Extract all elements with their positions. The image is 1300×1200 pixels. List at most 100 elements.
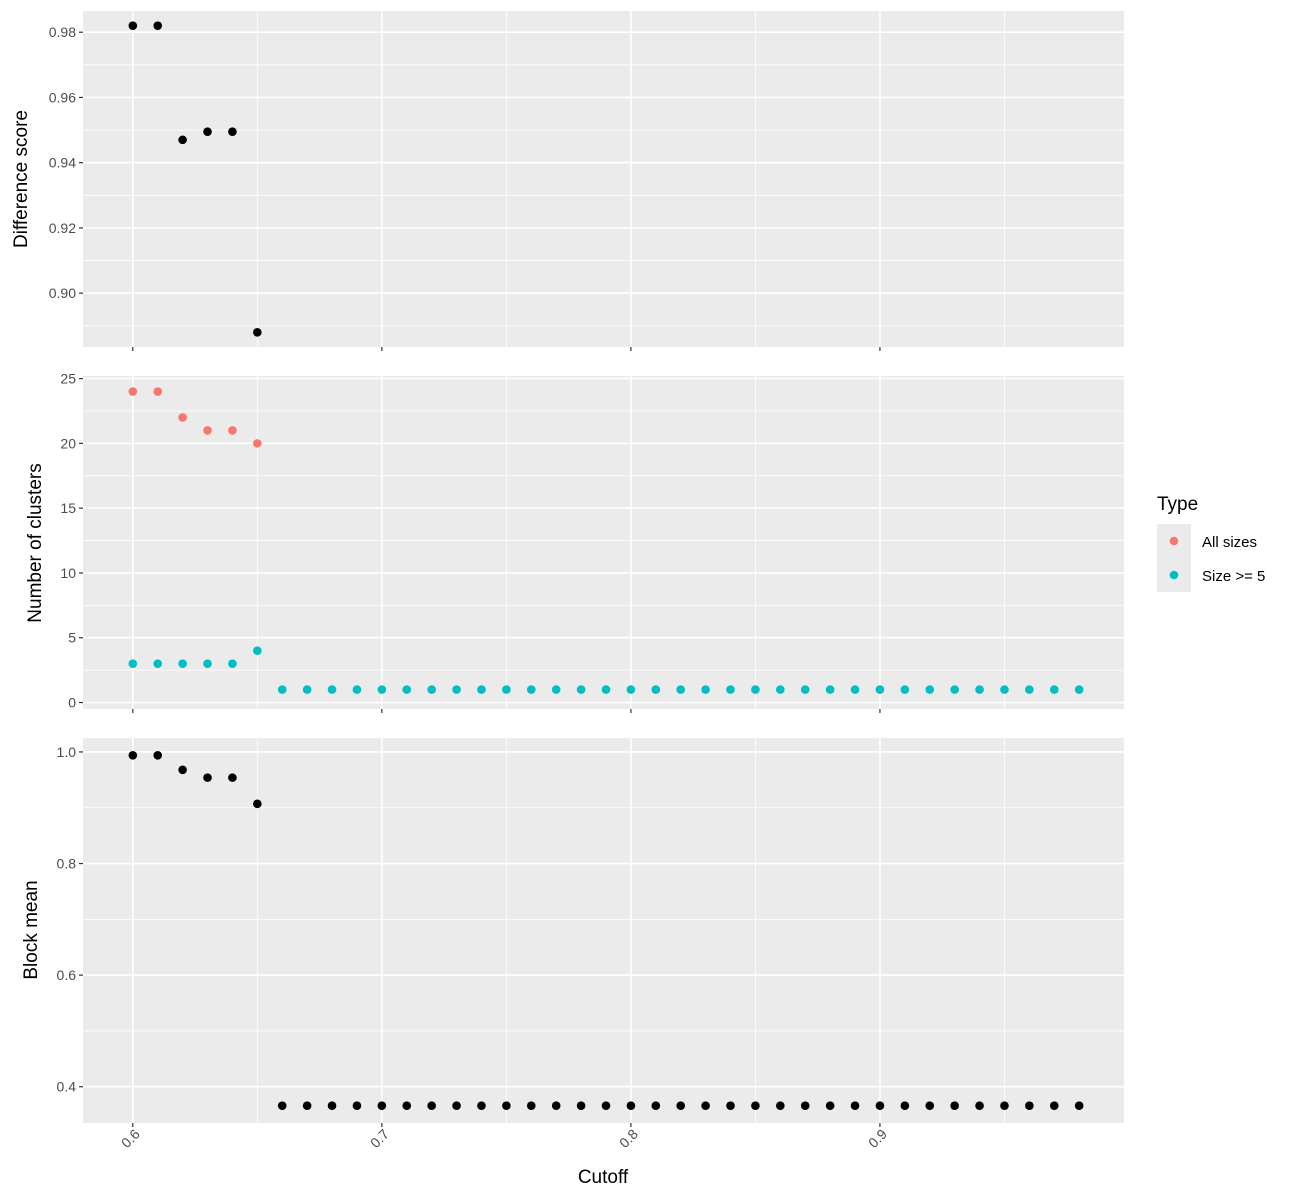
data-point-block-mean (800, 1101, 810, 1111)
data-point-difference-score (253, 328, 262, 337)
number-of-clusters-plot-background (83, 376, 1124, 709)
data-point-size-5 (975, 685, 984, 694)
data-point-all-sizes (228, 426, 237, 435)
data-point-size-5 (950, 685, 959, 694)
difference-score-y-tick-label: 0.90 (49, 285, 76, 301)
data-point-size-5 (825, 685, 835, 694)
data-point-size-5 (800, 685, 810, 694)
data-point-size-5 (925, 685, 935, 694)
data-point-size-5 (228, 659, 237, 668)
block-mean-panel: 0.4 0.6 0.8 1.0 (57, 738, 1124, 1127)
difference-score-panel: 0.90 0.92 0.94 0.96 0.98 (49, 11, 1124, 351)
data-point-size-5 (626, 685, 636, 694)
data-point-size-5 (402, 685, 412, 694)
number-of-clusters-panel: 0 5 10 15 20 25 (60, 371, 1124, 713)
difference-score-plot-background (83, 11, 1124, 347)
data-point-block-mean (975, 1101, 984, 1111)
data-point-block-mean (825, 1101, 835, 1111)
data-point-size-5 (526, 685, 536, 694)
data-point-block-mean (726, 1101, 735, 1111)
data-point-size-5 (452, 685, 461, 694)
data-point-size-5 (377, 685, 387, 694)
data-point-block-mean (277, 1101, 287, 1111)
legend-title: Type (1157, 494, 1198, 515)
data-point-block-mean (900, 1101, 910, 1111)
number-of-clusters-y-tick-label: 10 (60, 565, 76, 581)
data-point-block-mean (427, 1101, 436, 1111)
difference-score-y-tick-label: 0.92 (49, 220, 76, 236)
data-point-block-mean (925, 1101, 935, 1111)
data-point-block-mean (128, 750, 138, 760)
data-point-block-mean (1025, 1101, 1034, 1111)
data-point-block-mean (502, 1101, 511, 1111)
number-of-clusters-y-tick-label: 25 (60, 371, 76, 387)
data-point-block-mean (651, 1101, 661, 1111)
data-point-all-sizes (128, 387, 138, 396)
data-point-block-mean (452, 1101, 461, 1111)
data-point-size-5 (1025, 685, 1034, 694)
data-point-size-5 (900, 685, 910, 694)
data-point-size-5 (203, 659, 212, 668)
data-point-block-mean (776, 1101, 785, 1111)
data-point-block-mean (601, 1101, 611, 1111)
data-point-size-5 (850, 685, 860, 694)
data-point-size-5 (277, 685, 287, 694)
data-point-block-mean (302, 1101, 312, 1111)
number-of-clusters-y-tick-label: 5 (68, 630, 76, 646)
data-point-block-mean (228, 773, 237, 782)
data-point-difference-score (153, 21, 163, 30)
number-of-clusters-y-tick-label: 15 (60, 500, 76, 516)
data-point-size-5 (701, 685, 710, 694)
data-point-block-mean (203, 773, 212, 782)
block-mean-y-tick-label: 1.0 (57, 744, 77, 760)
data-point-block-mean (850, 1101, 860, 1111)
data-point-block-mean (477, 1101, 486, 1111)
data-point-block-mean (1049, 1101, 1059, 1111)
data-point-block-mean (626, 1101, 636, 1111)
data-point-size-5 (153, 659, 163, 668)
data-point-size-5 (352, 685, 362, 694)
data-point-size-5 (651, 685, 661, 694)
data-point-size-5 (776, 685, 785, 694)
data-point-all-sizes (253, 439, 262, 448)
data-point-block-mean (178, 765, 187, 775)
data-point-difference-score (228, 127, 237, 136)
data-point-size-5 (875, 685, 885, 694)
data-point-block-mean (676, 1101, 686, 1111)
data-point-block-mean (751, 1101, 760, 1111)
data-point-difference-score (128, 21, 138, 30)
data-point-size-5 (253, 646, 262, 655)
x-axis-title: Cutoff (578, 1167, 629, 1188)
data-point-size-5 (751, 685, 760, 694)
data-point-size-5 (128, 659, 138, 668)
data-point-difference-score (203, 127, 212, 136)
legend-label-all-sizes: All sizes (1202, 534, 1257, 551)
data-point-size-5 (178, 659, 187, 668)
data-point-size-5 (1074, 685, 1084, 694)
number-of-clusters-y-tick-label: 0 (68, 695, 76, 711)
data-point-size-5 (427, 685, 436, 694)
data-point-size-5 (1049, 685, 1059, 694)
data-point-block-mean (701, 1101, 710, 1111)
data-point-block-mean (253, 799, 262, 809)
legend: Type All sizes Size >= 5 (1157, 494, 1265, 592)
difference-score-y-tick-label: 0.94 (49, 155, 76, 171)
data-point-block-mean (352, 1101, 362, 1111)
legend-label-size-5: Size >= 5 (1202, 568, 1265, 585)
data-point-block-mean (153, 750, 163, 760)
data-point-size-5 (302, 685, 312, 694)
data-point-difference-score (178, 135, 187, 145)
block-mean-y-tick-label: 0.6 (57, 967, 77, 983)
data-point-block-mean (950, 1101, 959, 1111)
data-point-size-5 (676, 685, 686, 694)
data-point-size-5 (1000, 685, 1009, 694)
data-point-block-mean (875, 1101, 885, 1111)
y-axis-title-number-of-clusters: Number of clusters (25, 463, 46, 622)
data-point-size-5 (726, 685, 735, 694)
data-point-block-mean (377, 1101, 387, 1111)
data-point-all-sizes (153, 387, 163, 396)
data-point-block-mean (551, 1101, 561, 1111)
data-point-all-sizes (203, 426, 212, 435)
difference-score-y-tick-label: 0.98 (49, 24, 76, 40)
